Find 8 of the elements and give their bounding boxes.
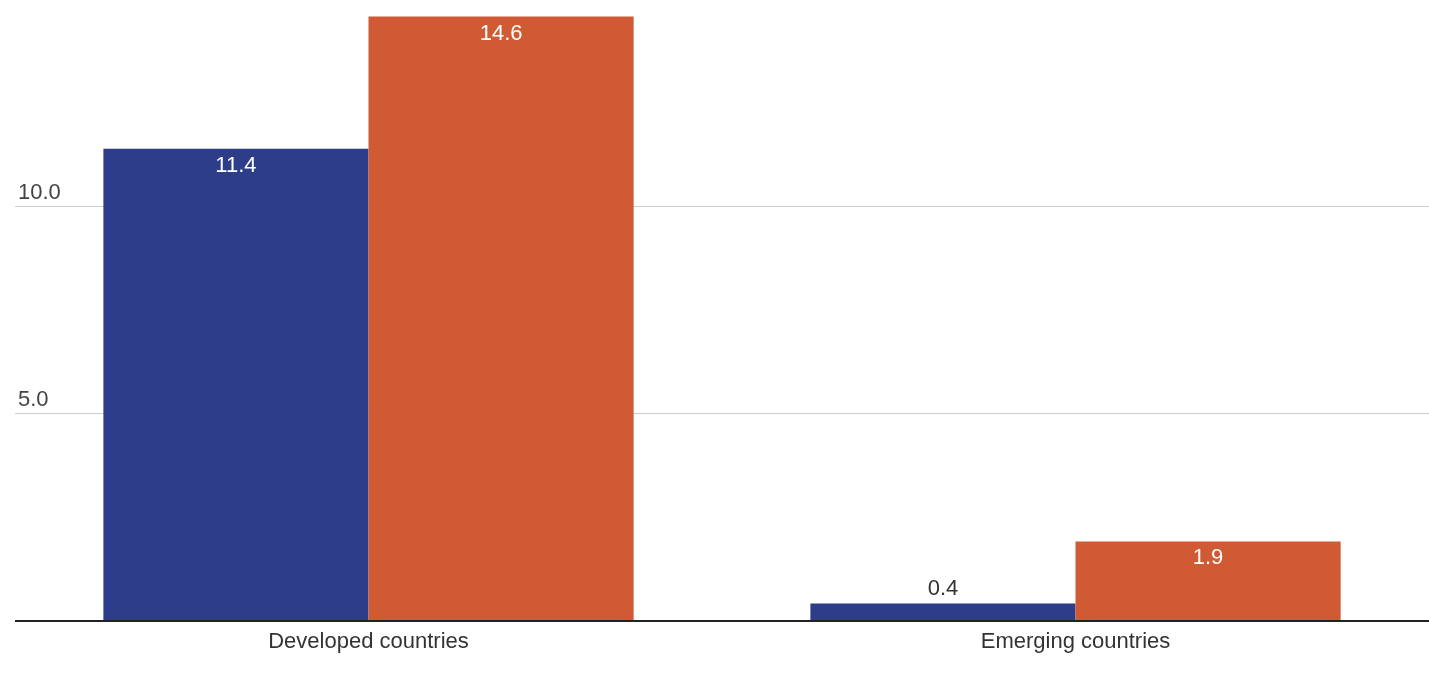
data-label: 0.4: [927, 575, 959, 601]
y-tick-label: 5.0: [18, 385, 49, 411]
data-label: 1.9: [1192, 544, 1224, 570]
x-tick-label: Emerging countries: [980, 628, 1171, 654]
data-label: 11.4: [215, 151, 257, 177]
y-tick-label: 10.0: [18, 178, 61, 204]
data-label: 14.6: [479, 19, 523, 45]
x-tick-label: Developed countries: [268, 628, 469, 654]
